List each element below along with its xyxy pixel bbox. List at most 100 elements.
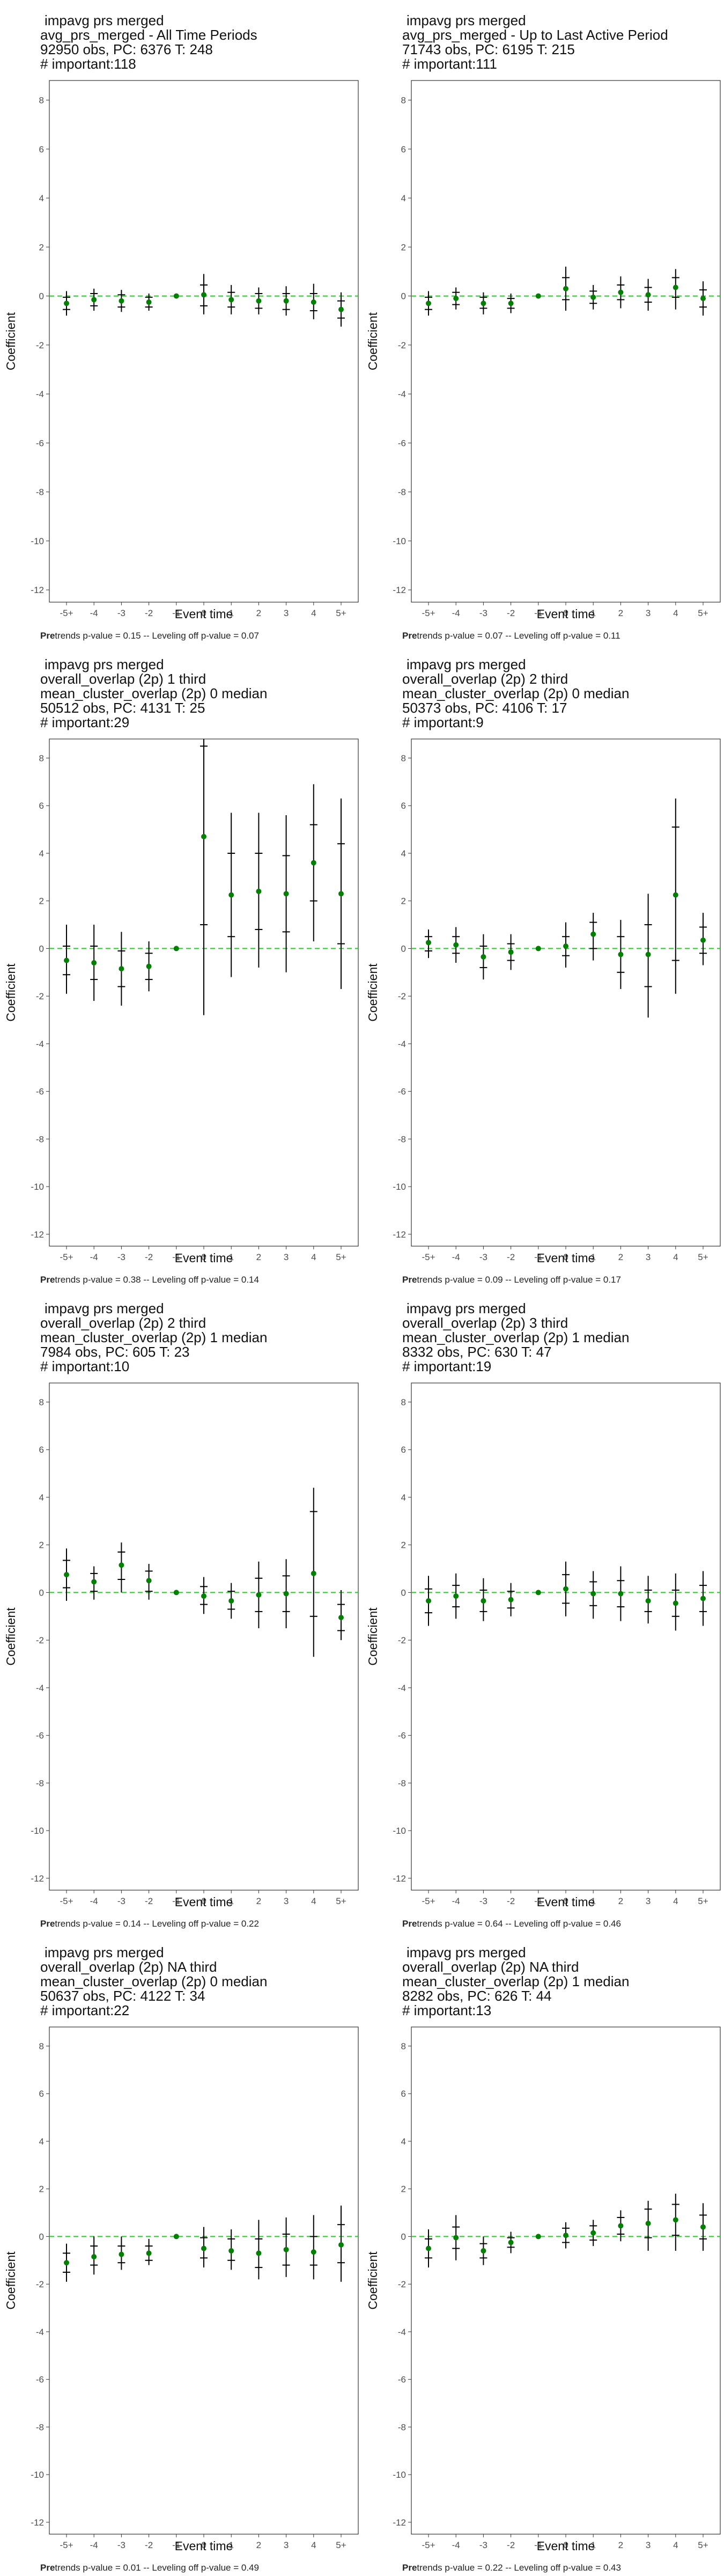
coefficient-point xyxy=(64,301,69,306)
coefficient-point xyxy=(64,957,69,963)
p-value-caption: Pretrends p-value = 0.38 -- Leveling off… xyxy=(40,1275,259,1285)
x-tick-label: 0 xyxy=(563,1252,568,1262)
x-axis-label: Event time xyxy=(175,1895,233,1909)
coefficient-point xyxy=(700,937,706,943)
event-study-panel: impavg prs merged overall_overlap (2p) 2 … xyxy=(362,644,724,1288)
x-tick-label: -3 xyxy=(479,1896,487,1906)
chart-title: impavg prs merged xyxy=(45,1944,164,1960)
chart-subtitle-line: overall_overlap (2p) NA third xyxy=(40,1959,217,1975)
x-tick-label: 4 xyxy=(311,1896,316,1906)
x-tick-label: 4 xyxy=(673,1896,678,1906)
y-tick-label: 2 xyxy=(39,1540,44,1550)
coefficient-point xyxy=(91,297,97,303)
x-tick-label: -4 xyxy=(452,608,460,618)
coefficient-point xyxy=(618,952,624,957)
coefficient-point xyxy=(453,2235,459,2241)
y-tick-label: 4 xyxy=(401,193,406,203)
x-tick-label: -1 xyxy=(172,608,180,618)
coefficient-point xyxy=(426,301,431,306)
chart-subtitle-line: # important:118 xyxy=(40,56,136,72)
coefficient-point xyxy=(618,2223,624,2229)
coefficient-point xyxy=(590,1591,596,1597)
x-tick-label: -5+ xyxy=(422,608,435,618)
chart-subtitle-line: overall_overlap (2p) NA third xyxy=(402,1959,579,1975)
coefficient-point xyxy=(119,298,124,304)
x-tick-label: -5+ xyxy=(60,608,73,618)
caption-bold-prefix: Pre xyxy=(402,1275,417,1285)
event-study-panel: impavg prs merged avg_prs_merged - Up to … xyxy=(362,0,724,644)
y-tick-label: 6 xyxy=(401,2089,406,2099)
coefficient-point xyxy=(201,292,206,298)
x-tick-label: -3 xyxy=(117,2540,125,2550)
coefficient-point xyxy=(453,942,459,948)
coefficient-point xyxy=(338,891,344,897)
coefficient-point xyxy=(563,2233,568,2238)
plot-frame xyxy=(411,738,721,1247)
coefficient-point xyxy=(201,1593,206,1599)
y-tick-label: 4 xyxy=(401,848,406,859)
coefficient-point xyxy=(481,954,486,960)
x-tick-label: -1 xyxy=(534,2540,542,2550)
y-tick-label: -10 xyxy=(31,1826,44,1836)
coefficient-point xyxy=(173,293,179,299)
p-value-caption: Pretrends p-value = 0.09 -- Leveling off… xyxy=(402,1275,621,1285)
coefficient-point xyxy=(645,1598,651,1604)
caption-text: trends p-value = 0.15 -- Leveling off p-… xyxy=(55,631,259,641)
y-tick-label: -8 xyxy=(398,1134,406,1144)
y-tick-label: 6 xyxy=(401,144,406,155)
coefficient-point xyxy=(481,301,486,306)
coefficient-point xyxy=(146,2250,152,2256)
y-tick-label: -4 xyxy=(398,2327,406,2337)
y-tick-label: -6 xyxy=(398,438,406,448)
plot-frame xyxy=(49,2026,359,2535)
coefficient-point xyxy=(673,2217,678,2223)
plot-frame xyxy=(49,80,359,603)
y-tick-label: -2 xyxy=(398,340,406,350)
coefficient-point xyxy=(311,860,316,866)
y-tick-label: 8 xyxy=(401,96,406,106)
chart-subtitle-line: 8282 obs, PC: 626 T: 44 xyxy=(402,1988,552,2004)
y-tick-label: -4 xyxy=(398,389,406,399)
x-tick-label: 5+ xyxy=(698,608,708,618)
coefficient-point xyxy=(256,298,262,304)
y-tick-label: 8 xyxy=(39,2041,44,2051)
y-tick-label: 4 xyxy=(401,2136,406,2147)
coefficient-point xyxy=(563,943,568,949)
coefficient-point xyxy=(535,293,541,299)
chart-subtitle-line: # important:22 xyxy=(40,2002,129,2018)
coefficient-point xyxy=(311,299,316,305)
coefficient-point xyxy=(618,1591,624,1597)
coefficient-point xyxy=(535,946,541,952)
y-tick-label: -8 xyxy=(36,1778,44,1788)
x-tick-label: 0 xyxy=(563,1896,568,1906)
x-tick-label: 4 xyxy=(673,2540,678,2550)
x-tick-label: 1 xyxy=(228,1896,233,1906)
y-tick-label: -12 xyxy=(31,1874,44,1884)
caption-text: trends p-value = 0.22 -- Leveling off p-… xyxy=(417,2563,621,2573)
p-value-caption: Pretrends p-value = 0.07 -- Leveling off… xyxy=(402,631,620,641)
event-study-panel: impavg prs merged avg_prs_merged - All Ti… xyxy=(0,0,362,644)
x-tick-label: 4 xyxy=(311,1252,316,1262)
y-tick-label: -6 xyxy=(36,438,44,448)
caption-text: trends p-value = 0.38 -- Leveling off p-… xyxy=(55,1275,259,1285)
coefficient-point xyxy=(119,966,124,972)
x-tick-label: 2 xyxy=(618,1896,623,1906)
plot-frame xyxy=(411,1382,721,1891)
coefficient-point xyxy=(481,2248,486,2254)
y-tick-label: 0 xyxy=(401,943,406,954)
x-tick-label: -1 xyxy=(172,1896,180,1906)
y-tick-label: 6 xyxy=(39,1445,44,1455)
x-tick-label: -1 xyxy=(172,1252,180,1262)
y-tick-label: -6 xyxy=(36,1087,44,1097)
y-tick-label: 0 xyxy=(401,1587,406,1598)
y-tick-label: -4 xyxy=(36,1683,44,1693)
y-tick-label: 6 xyxy=(401,801,406,811)
y-axis-label: Coefficient xyxy=(4,1607,18,1666)
y-tick-label: 2 xyxy=(39,2184,44,2194)
coefficient-point xyxy=(173,946,179,952)
coefficient-point xyxy=(508,949,514,955)
coefficient-point xyxy=(645,2221,651,2227)
chart-subtitle-line: # important:10 xyxy=(40,1358,129,1374)
